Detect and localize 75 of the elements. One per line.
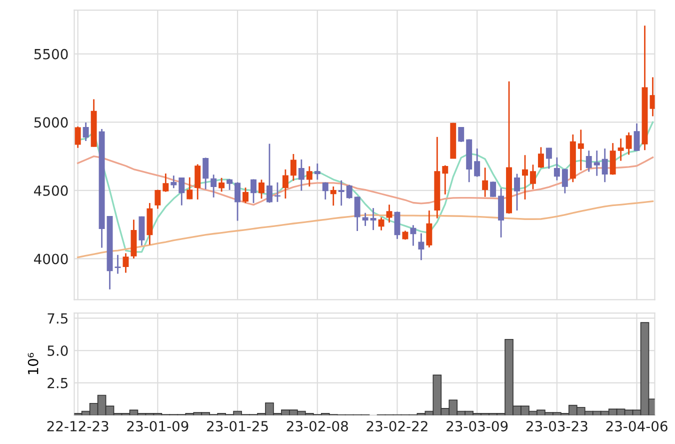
candlestick	[298, 158, 304, 192]
candlestick	[114, 254, 121, 274]
candlestick	[250, 178, 256, 204]
candlestick	[418, 232, 424, 261]
candlestick	[186, 176, 193, 200]
candlestick	[514, 173, 520, 212]
x-tick-label: 23-01-09	[127, 420, 188, 432]
candlestick	[354, 196, 360, 232]
candlestick	[346, 184, 352, 200]
candlestick	[626, 132, 632, 156]
x-tick-label: 23-04-06	[606, 420, 668, 432]
y-tick-label: 7.5	[48, 313, 68, 324]
candlestick	[386, 204, 392, 224]
candlestick	[290, 153, 296, 182]
y-tick-label: 2.5	[48, 378, 68, 388]
candlestick	[426, 210, 432, 248]
candlestick	[586, 150, 592, 172]
candlestick	[370, 207, 376, 231]
candlestick	[490, 180, 496, 198]
x-tick-label: 23-01-25	[207, 420, 268, 432]
candlestick	[202, 156, 209, 190]
candlestick	[162, 172, 169, 193]
x-tick-label: 23-03-09	[446, 420, 508, 432]
candlestick	[650, 76, 655, 118]
x-tick-label: 22-12-23	[47, 420, 108, 432]
candlestick	[178, 176, 185, 206]
candlestick	[394, 210, 400, 240]
candlestick	[458, 126, 464, 143]
candlestick	[74, 126, 81, 149]
candlestick	[322, 182, 328, 200]
candlestick	[602, 148, 608, 183]
y-tick-label: 5500	[34, 48, 68, 60]
candlestick	[258, 178, 264, 200]
candlestick	[442, 164, 448, 196]
candlestick	[314, 162, 320, 180]
x-tick-label: 23-02-08	[286, 420, 348, 432]
candlestick	[82, 122, 89, 142]
candlestick	[138, 216, 145, 246]
candlestick	[226, 178, 233, 191]
candlestick	[282, 168, 288, 200]
candlestick	[530, 164, 536, 190]
candlestick	[170, 174, 177, 189]
candlestick	[154, 189, 161, 210]
y-tick-label: 5000	[34, 117, 68, 128]
y-tick-label: 5.0	[48, 345, 68, 356]
candlestick	[538, 146, 544, 169]
candlestick	[362, 212, 368, 227]
candlestick	[594, 150, 600, 177]
candlestick	[482, 166, 488, 198]
candlestick	[122, 252, 129, 274]
candlestick	[218, 177, 225, 192]
candlestick	[194, 164, 201, 200]
candlestick	[378, 216, 384, 232]
candlestick	[562, 168, 568, 194]
candlestick	[330, 186, 336, 206]
candlestick	[242, 186, 249, 204]
candlestick	[306, 166, 312, 188]
y-axis-title: 10⁶	[28, 352, 38, 374]
candlestick	[618, 138, 624, 162]
y-tick-label: 4500	[34, 185, 68, 196]
candlestick	[546, 147, 552, 170]
candlestick	[522, 154, 528, 200]
candlestick	[210, 174, 217, 198]
candlestick	[410, 224, 416, 246]
candlestick	[338, 180, 344, 206]
candlestick	[610, 142, 616, 176]
candlestick	[234, 182, 241, 222]
candlestick	[474, 148, 480, 178]
y-tick-label: 4000	[34, 254, 68, 264]
candlestick	[578, 129, 584, 172]
candlestick	[634, 122, 640, 152]
candlestick	[266, 143, 272, 204]
x-tick-label: 23-03-23	[526, 420, 588, 432]
x-tick-label: 23-02-22	[366, 420, 428, 432]
candlestick	[554, 156, 560, 182]
